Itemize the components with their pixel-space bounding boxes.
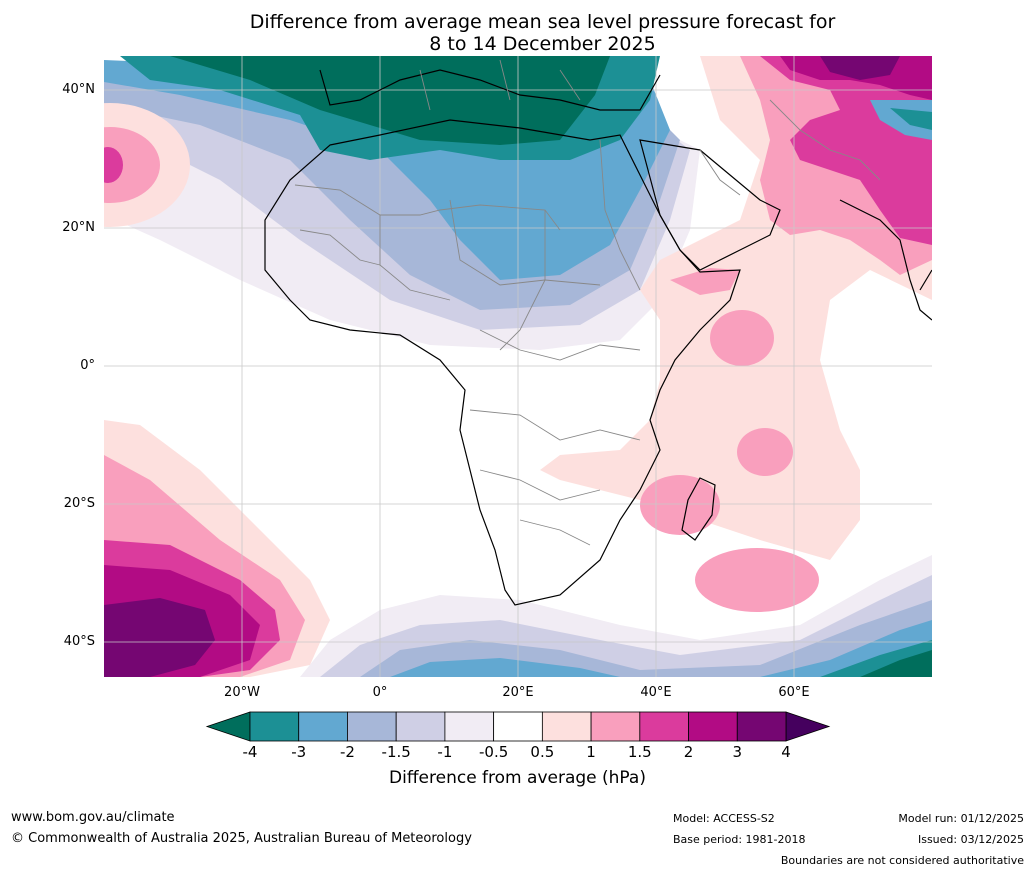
footer-copyright: © Commonwealth of Australia 2025, Austra… [11, 831, 472, 846]
lon-label-40e: 40°E [640, 685, 672, 700]
footer-issued: Issued: 03/12/2025 [917, 833, 1024, 846]
anomaly-pos1-south [695, 548, 819, 612]
colorbar-tick-label: -1 [437, 743, 453, 761]
lon-label-0: 0° [372, 685, 388, 700]
lon-label-20e: 20°E [502, 685, 534, 700]
lat-label-0: 0° [80, 358, 95, 373]
anomaly-pos1-atlantic-n [104, 127, 160, 203]
madagascar-coastline [681, 477, 716, 541]
anomaly-pos1-somalia [710, 310, 774, 366]
anomaly-neg2-south [390, 620, 932, 677]
footer-disclaimer: Boundaries are not considered authoritat… [780, 854, 1024, 867]
anomaly-teal-himalaya [870, 100, 932, 140]
colorbar-tick-label: -2 [339, 743, 355, 761]
colorbar-swatch [395, 711, 446, 742]
colorbar-swatch [688, 711, 738, 742]
lat-label-40s: 40°S [63, 634, 95, 649]
lon-label-60e: 60°E [778, 685, 810, 700]
footer-model-run: Model run: 01/12/2025 [898, 812, 1024, 825]
lat-label-40n: 40°N [62, 82, 95, 97]
colorbar-swatch [493, 711, 543, 742]
colorbar-tick-label: 0.5 [530, 743, 555, 761]
footer-base-period: Base period: 1981-2018 [673, 833, 806, 846]
chart-title-line1: Difference from average mean sea level p… [249, 11, 836, 33]
africa-coastline [264, 119, 741, 606]
colorbar-swatch [298, 711, 348, 742]
anomaly-pos1-indian [737, 428, 793, 476]
colorbar-tick-label: 1 [586, 743, 596, 761]
colorbar-tick-label: 2 [683, 743, 694, 761]
colorbar-swatch [249, 711, 300, 742]
colorbar-extend-high [785, 711, 831, 742]
colorbar-tick-label: -0.5 [478, 743, 509, 761]
lat-label-20n: 20°N [62, 220, 95, 235]
colorbar-tick-label: -1.5 [381, 743, 411, 761]
colorbar-tick-label: 1.5 [627, 743, 652, 761]
anomaly-pos1-madagascar [640, 475, 720, 535]
anomaly-neg4-south [860, 650, 932, 677]
anomaly-dark-himalaya [890, 108, 932, 130]
colorbar-swatch [639, 711, 689, 742]
anomaly-pos3-east [820, 56, 900, 80]
lon-label-20w: 20°W [224, 685, 260, 700]
colorbar-tick-label: -3 [291, 743, 307, 761]
footer-model: Model: ACCESS-S2 [673, 812, 775, 825]
anomaly-neg15-south [360, 600, 932, 677]
colorbar-tick-label: 4 [781, 743, 791, 761]
colorbar-tick-label: 3 [732, 743, 743, 761]
footer-url[interactable]: www.bom.gov.au/climate [11, 810, 175, 825]
colorbar-swatch [541, 711, 592, 742]
anomaly-pos15-atlantic-n [104, 147, 123, 183]
country-boundaries [294, 59, 881, 546]
colorbar-swatch [736, 711, 787, 742]
anomaly-pos05-arabia-sea [670, 268, 740, 295]
arabia-coastline [639, 139, 781, 271]
india-coastline [839, 199, 932, 321]
chart-title-line2: 8 to 14 December 2025 [429, 33, 656, 55]
anomaly-pos3-south-atl [104, 598, 215, 677]
graticule [104, 56, 932, 677]
colorbar-tick-label: -4 [242, 743, 258, 761]
anomaly-neg4-north [170, 56, 610, 145]
colorbar-extend-low [205, 711, 251, 742]
lat-label-20s: 20°S [63, 496, 95, 511]
colorbar-swatch [347, 711, 397, 742]
europe-coastline [319, 69, 661, 111]
colorbar-swatch [444, 711, 495, 742]
colorbar-label: Difference from average (hPa) [389, 768, 646, 788]
colorbar-swatch [590, 711, 641, 742]
